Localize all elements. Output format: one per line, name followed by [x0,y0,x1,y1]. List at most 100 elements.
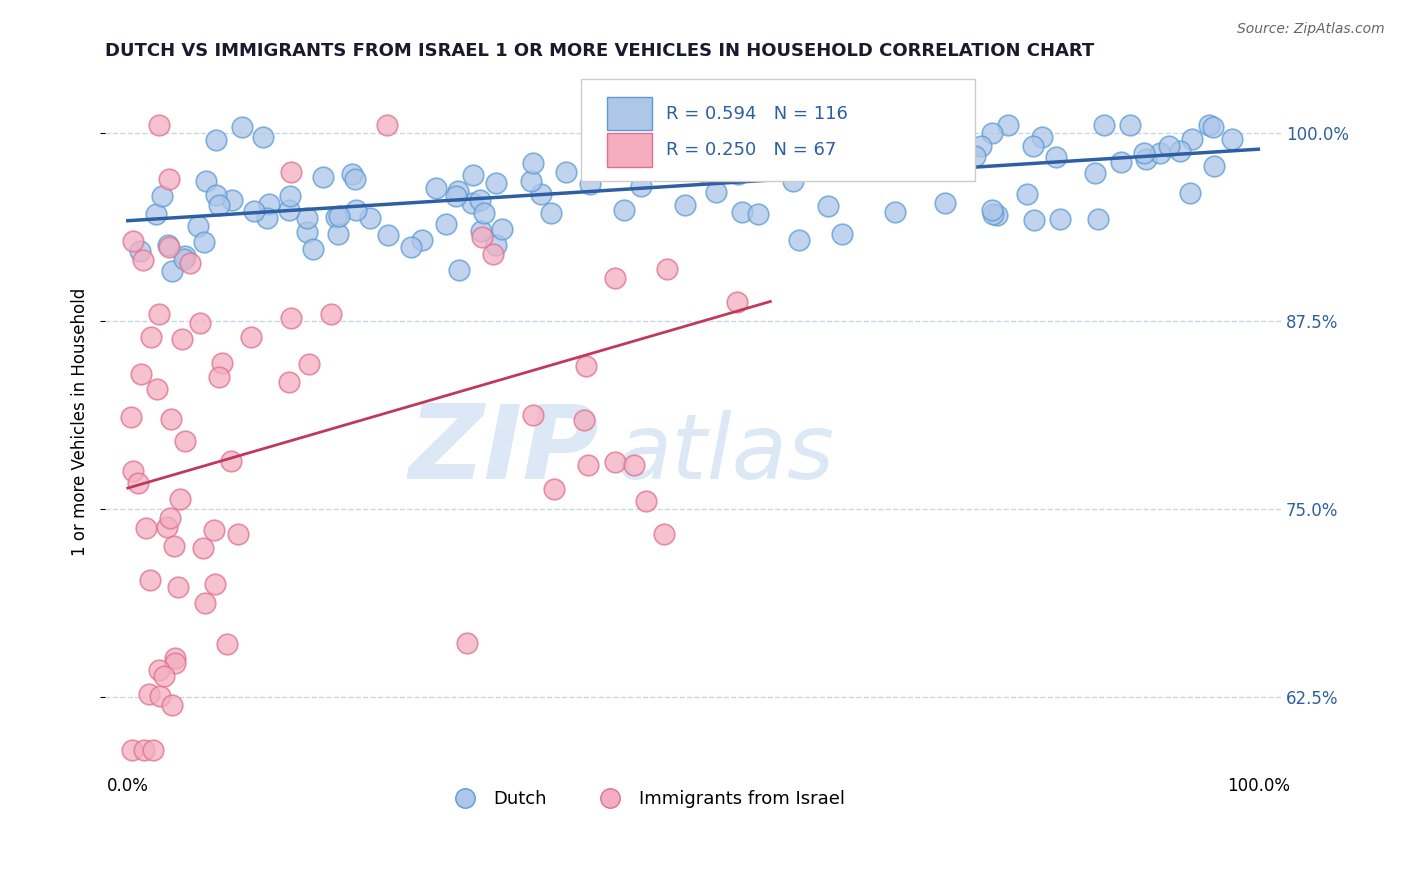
Point [205,133,228,147]
Point [574,413,596,427]
Point [576,458,599,473]
Point [193,235,215,249]
Point [179,256,201,270]
Point [344,203,367,218]
Point [963,149,986,163]
Point [804,162,827,177]
Point [983,207,1005,221]
Y-axis label: 1 or more Vehicles in Household: 1 or more Vehicles in Household [72,288,89,557]
Point [139,330,162,344]
Point [194,596,217,610]
Point [326,227,349,242]
Point [911,156,934,170]
FancyBboxPatch shape [582,79,976,181]
Text: ZIP: ZIP [408,400,599,500]
Point [1031,130,1053,145]
Point [252,129,274,144]
Point [208,198,231,212]
Point [599,156,621,170]
Point [1181,132,1204,146]
Point [325,210,347,224]
Point [1015,187,1038,202]
Point [747,207,769,221]
Point [519,174,541,188]
Point [447,263,470,277]
Point [1092,118,1115,132]
Point [1149,146,1171,161]
Point [828,129,851,144]
Text: Source: ZipAtlas.com: Source: ZipAtlas.com [1237,22,1385,37]
Point [707,161,730,176]
Point [792,161,814,176]
Point [132,742,155,756]
Point [471,229,494,244]
Point [138,574,160,588]
Point [122,464,145,478]
Point [259,197,281,211]
Point [997,118,1019,132]
Point [938,161,960,175]
Point [159,411,181,425]
Point [162,539,184,553]
Point [1049,211,1071,226]
Point [969,139,991,153]
Bar [607,133,652,167]
Point [145,207,167,221]
Point [1178,186,1201,200]
Point [470,224,492,238]
Point [170,332,193,346]
Point [359,211,381,226]
Point [302,242,325,256]
Point [657,262,679,277]
Point [120,410,142,425]
Point [484,176,506,190]
Point [138,687,160,701]
Point [187,219,209,234]
Point [575,359,598,373]
Point [240,330,263,344]
Point [277,375,299,389]
Point [652,526,675,541]
Point [280,165,302,179]
Point [522,156,544,170]
Point [150,188,173,202]
Point [727,167,749,181]
Point [277,202,299,217]
Point [146,382,169,396]
Point [122,234,145,248]
Point [613,203,636,218]
Point [169,492,191,507]
Point [1119,118,1142,132]
Point [153,669,176,683]
Point [704,186,727,200]
Point [461,196,484,211]
Point [472,206,495,220]
Point [217,637,239,651]
Point [1135,152,1157,166]
Point [1198,118,1220,132]
Point [1133,146,1156,161]
Point [447,184,470,198]
Point [131,367,153,381]
Point [135,521,157,535]
Point [148,307,170,321]
Point [163,656,186,670]
Point [485,238,508,252]
Point [603,118,626,132]
Point [935,154,957,169]
Point [298,357,321,371]
Point [831,227,853,242]
Point [280,310,302,325]
Point [787,233,810,247]
Point [799,129,821,144]
Point [456,635,478,649]
Point [399,240,422,254]
Point [1084,166,1107,180]
Text: R = 0.250   N = 67: R = 0.250 N = 67 [666,141,837,159]
Point [163,651,186,665]
Point [917,118,939,132]
Point [884,204,907,219]
Point [219,454,242,468]
Point [1111,155,1133,169]
Point [295,211,318,226]
